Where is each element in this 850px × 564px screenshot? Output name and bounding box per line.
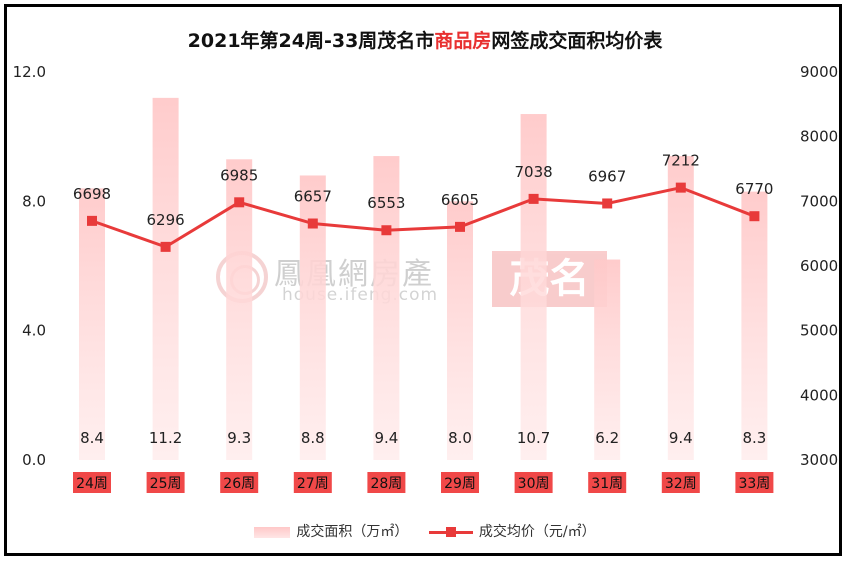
category-label-bg xyxy=(73,472,111,493)
title-prefix: 2021年第24周-33周茂名市 xyxy=(187,30,435,52)
category-label: 24周 xyxy=(76,476,108,492)
price-value-label: 7038 xyxy=(515,163,553,181)
left-axis-tick: 8.0 xyxy=(22,192,46,210)
bar xyxy=(594,259,621,460)
category-label-bg xyxy=(220,472,259,493)
price-value-label: 6698 xyxy=(73,185,111,203)
price-point xyxy=(307,218,318,229)
bar xyxy=(520,114,547,461)
category-label: 32周 xyxy=(665,476,697,492)
bar-value-label: 8.3 xyxy=(742,429,766,447)
category-label: 31周 xyxy=(591,476,623,492)
price-point xyxy=(381,225,392,236)
bar-value-label: 10.7 xyxy=(517,429,550,447)
legend-price-label: 成交均价（元/㎡） xyxy=(478,524,596,540)
bar xyxy=(667,156,694,461)
price-line xyxy=(91,186,755,249)
bar xyxy=(152,97,179,460)
category-label-bg xyxy=(661,472,700,493)
price-point xyxy=(749,211,760,222)
right-axis-tick: 6000 xyxy=(800,257,838,275)
right-axis-tick: 8000 xyxy=(800,128,838,146)
left-axis-tick: 12.0 xyxy=(13,63,46,81)
left-axis-tick: 0.0 xyxy=(22,451,46,469)
price-point xyxy=(234,197,245,208)
chart-title: 2021年第24周-33周茂名市商品房网签成交面积均价表 xyxy=(0,26,850,53)
bar-value-label: 9.3 xyxy=(227,429,251,447)
bar-value-label: 9.4 xyxy=(374,429,398,447)
price-value-label: 6967 xyxy=(588,167,626,185)
bar-value-label: 6.2 xyxy=(595,429,619,447)
right-axis-tick: 7000 xyxy=(800,192,838,210)
legend-item-area: 成交面积（万㎡） xyxy=(254,521,408,541)
bar xyxy=(373,156,400,461)
category-label: 30周 xyxy=(518,476,550,492)
right-axis-tick: 9000 xyxy=(800,63,838,81)
left-axis-tick: 4.0 xyxy=(22,322,46,340)
right-axis-tick: 5000 xyxy=(800,322,838,340)
category-label-bg xyxy=(588,472,627,493)
right-axis-tick: 4000 xyxy=(800,386,838,404)
price-point xyxy=(455,221,465,232)
title-highlight: 商品房 xyxy=(434,30,492,52)
price-point xyxy=(602,198,613,209)
price-value-label: 7212 xyxy=(662,152,700,170)
right-axis-tick: 3000 xyxy=(800,451,838,469)
bar-value-label: 8.0 xyxy=(448,429,472,447)
price-point xyxy=(528,193,539,204)
title-suffix: 网签成交面积均价表 xyxy=(491,30,663,52)
category-label-bg xyxy=(367,472,406,493)
price-value-label: 6985 xyxy=(220,166,258,184)
category-label: 25周 xyxy=(150,476,182,492)
bar xyxy=(299,175,326,460)
legend-bar-swatch xyxy=(254,526,291,538)
category-label-bg xyxy=(293,472,332,493)
category-label-bg xyxy=(735,472,774,493)
category-label-bg xyxy=(146,472,185,493)
price-value-label: 6605 xyxy=(441,191,479,209)
category-label-bg xyxy=(441,472,479,493)
chart-legend: 成交面积（万㎡） 成交均价（元/㎡） xyxy=(0,521,850,541)
bar xyxy=(741,191,768,460)
legend-line-swatch xyxy=(428,526,473,538)
bar-value-label: 9.4 xyxy=(669,429,693,447)
bar-value-label: 8.4 xyxy=(80,429,104,447)
price-point xyxy=(87,215,97,226)
bar xyxy=(79,188,105,460)
category-label: 29周 xyxy=(444,476,476,492)
price-point xyxy=(675,182,686,193)
category-label-bg xyxy=(514,472,553,493)
price-value-label: 6296 xyxy=(147,211,185,229)
category-label: 33周 xyxy=(738,476,770,492)
bar xyxy=(226,159,253,461)
price-point xyxy=(160,241,171,252)
category-label: 27周 xyxy=(297,476,329,492)
legend-area-label: 成交面积（万㎡） xyxy=(296,524,409,540)
chart-frame xyxy=(4,4,842,556)
bar xyxy=(447,201,473,461)
category-label: 26周 xyxy=(223,476,255,492)
price-value-label: 6770 xyxy=(735,180,773,198)
legend-item-price: 成交均价（元/㎡） xyxy=(428,521,596,541)
bar-value-label: 8.8 xyxy=(301,429,325,447)
bar-value-label: 11.2 xyxy=(149,429,182,447)
price-value-label: 6657 xyxy=(294,188,332,206)
category-label: 28周 xyxy=(370,476,402,492)
price-value-label: 6553 xyxy=(367,194,405,212)
